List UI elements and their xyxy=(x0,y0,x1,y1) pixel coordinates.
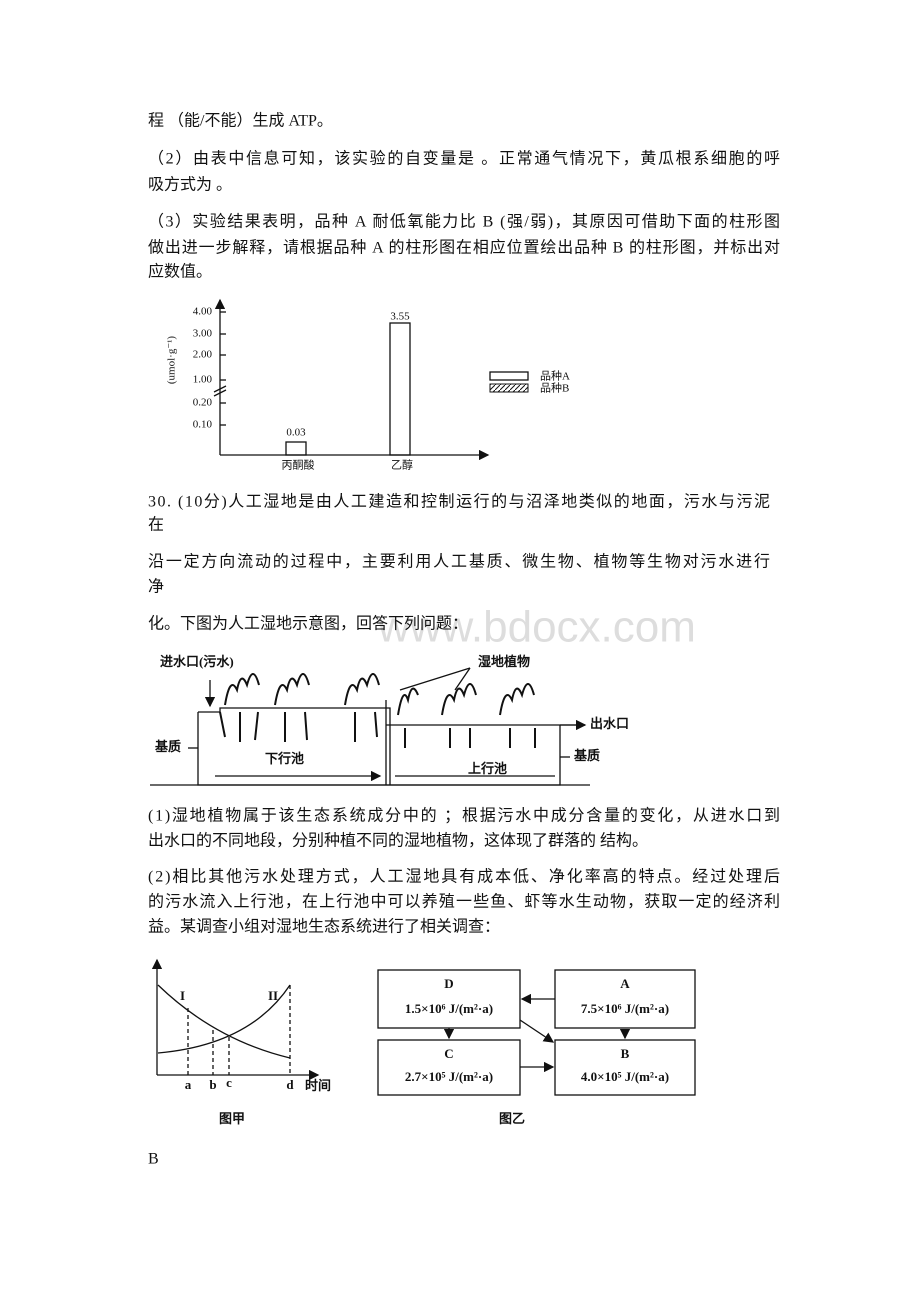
paragraph-line: B xyxy=(148,1151,159,1168)
paragraph-line: 应数值。 xyxy=(148,262,212,281)
box-label: D xyxy=(444,976,453,991)
paragraph-line: （2）由表中信息可知，该实验的自变量是 。正常通气情况下，黄瓜根系细胞的呼 xyxy=(148,150,780,168)
tick-label: 0.10 xyxy=(193,419,213,431)
diagram-label: 上行池 xyxy=(468,761,507,776)
paragraph-line: 化。下图为人工湿地示意图，回答下列问题： xyxy=(148,614,468,633)
category-label: 丙酮酸 xyxy=(282,458,315,472)
paragraph-line: 净 xyxy=(148,578,164,596)
paragraph-line: 程 （能/不能）生成 ATP。 xyxy=(148,112,333,130)
box-value: 1.5×10⁶ J/(m²·a) xyxy=(405,1001,493,1016)
diagram-label: 基质 xyxy=(154,739,181,754)
figure-jia: I II a b c d 时间 图甲 xyxy=(151,958,331,1126)
legend-label: 品种A xyxy=(540,369,570,383)
curve-label: II xyxy=(268,988,278,1003)
axis-label: (umol·g⁻¹) xyxy=(166,336,178,385)
box-value: 2.7×10⁵ J/(m²·a) xyxy=(405,1069,493,1084)
paragraph-line: 出水口的不同地段，分别种植不同的湿地植物，这体现了群落的 结构。 xyxy=(148,832,648,850)
tick-label: 3.00 xyxy=(193,328,213,340)
tick-label: 1.00 xyxy=(193,374,213,386)
tick-label: 2.00 xyxy=(193,349,213,361)
paragraph-line: (1)湿地植物属于该生态系统成分中的 ；根据污水中成分含量的变化，从进水口到 xyxy=(148,807,780,825)
figure-caption: 图甲 xyxy=(219,1111,245,1126)
tick-label: 4.00 xyxy=(193,306,213,318)
bar-label: 3.55 xyxy=(390,311,410,323)
diagram-label: 出水口 xyxy=(590,716,629,731)
paragraph-line: 做出进一步解释，请根据品种 A 的柱形图在相应位置绘出品种 B 的柱形图，并标出… xyxy=(148,238,780,257)
curve-label: I xyxy=(180,988,185,1003)
diagram-label: 下行池 xyxy=(265,751,304,766)
box-label: C xyxy=(444,1046,453,1061)
paragraph-line: 益。某调查小组对湿地生态系统进行了相关调查： xyxy=(148,918,500,936)
paragraph-line: (2)相比其他污水处理方式，人工湿地具有成本低、净化率高的特点。经过处理后 xyxy=(148,868,780,886)
figure-caption: 图乙 xyxy=(499,1111,525,1126)
axis-point-label: c xyxy=(226,1075,232,1090)
box-value: 7.5×10⁶ J/(m²·a) xyxy=(581,1001,669,1016)
box-label: A xyxy=(620,976,630,991)
paragraph-line: 的污水流入上行池，在上行池中可以养殖一些鱼、虾等水生动物，获取一定的经济利 xyxy=(148,893,780,911)
axis-label: 时间 xyxy=(305,1078,331,1093)
bar-label: 0.03 xyxy=(286,427,306,439)
diagram-label: 基质 xyxy=(573,748,600,763)
axis-point-label: d xyxy=(286,1077,294,1092)
box-label: B xyxy=(621,1046,630,1061)
axis-point-label: a xyxy=(185,1077,192,1092)
bar-figure: 4.00 3.00 2.00 1.00 0.20 0.10 (umol·g⁻¹)… xyxy=(166,298,570,472)
category-label: 乙醇 xyxy=(391,458,413,472)
paragraph-line: 沿一定方向流动的过程中，主要利用人工基质、微生物、植物等生物对污水进行 xyxy=(148,553,770,571)
paragraph-line: （3）实验结果表明，品种 A 耐低氧能力比 B (强/弱)，其原因可借助下面的柱… xyxy=(148,213,780,231)
paragraph-line: 吸方式为 。 xyxy=(148,176,232,194)
legend-label: 品种B xyxy=(540,381,569,395)
box-value: 4.0×10⁵ J/(m²·a) xyxy=(581,1069,669,1084)
diagram-label: 进水口(污水) xyxy=(160,654,234,669)
tick-label: 0.20 xyxy=(193,397,213,409)
wetland-figure: 进水口(污水) 湿地植物 出水口 基质 下行池 上行池 基质 xyxy=(150,654,629,786)
watermark: www.bdocx.com xyxy=(377,603,696,652)
figure-yi: D 1.5×10⁶ J/(m²·a) A 7.5×10⁶ J/(m²·a) C … xyxy=(377,969,696,1126)
paragraph-line: 在 xyxy=(148,516,164,534)
paragraph-line: 30. (10分)人工湿地是由人工建造和控制运行的与沼泽地类似的地面，污水与污泥 xyxy=(148,493,770,511)
axis-point-label: b xyxy=(209,1077,216,1092)
diagram-label: 湿地植物 xyxy=(478,654,530,669)
